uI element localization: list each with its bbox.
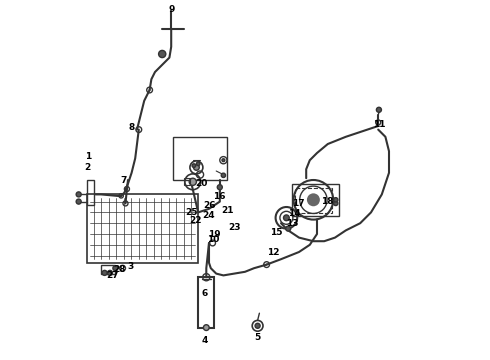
Circle shape	[376, 107, 381, 112]
Bar	[184, 178, 190, 185]
Text: 11: 11	[373, 120, 386, 129]
Circle shape	[189, 178, 196, 185]
Circle shape	[196, 162, 200, 166]
Text: 23: 23	[229, 223, 241, 232]
Text: 7: 7	[121, 176, 127, 185]
Bar	[294, 188, 333, 213]
Text: 5: 5	[254, 333, 261, 342]
Circle shape	[307, 193, 320, 206]
Text: 10: 10	[207, 235, 220, 244]
Text: 6: 6	[201, 289, 208, 298]
Text: 17: 17	[292, 199, 305, 208]
Circle shape	[217, 185, 222, 190]
Circle shape	[107, 270, 113, 275]
Circle shape	[334, 198, 338, 202]
Circle shape	[76, 199, 81, 204]
Circle shape	[334, 201, 338, 206]
Circle shape	[284, 215, 289, 221]
Text: 1: 1	[85, 152, 91, 161]
Text: 12: 12	[267, 248, 279, 257]
Circle shape	[222, 159, 225, 162]
Text: 20: 20	[195, 179, 207, 188]
Circle shape	[286, 226, 291, 231]
Bar	[292, 184, 339, 216]
Text: 24: 24	[202, 211, 215, 220]
Text: 15: 15	[270, 228, 283, 237]
Text: 19: 19	[208, 230, 220, 239]
Circle shape	[159, 50, 166, 58]
Circle shape	[113, 266, 118, 271]
Circle shape	[203, 325, 209, 330]
Bar	[87, 194, 198, 263]
Circle shape	[76, 192, 81, 197]
Text: 13: 13	[286, 220, 298, 229]
Bar	[101, 265, 116, 274]
Text: 18: 18	[321, 197, 333, 206]
Text: 9: 9	[168, 5, 174, 14]
Text: 16: 16	[213, 192, 225, 201]
Bar	[198, 277, 215, 328]
Text: 3: 3	[127, 262, 134, 271]
Text: 22: 22	[189, 216, 201, 225]
Circle shape	[221, 173, 225, 177]
Circle shape	[192, 164, 196, 167]
Text: 28: 28	[114, 265, 126, 274]
Text: 21: 21	[221, 206, 234, 215]
Text: 25: 25	[186, 208, 198, 217]
Bar	[173, 137, 227, 180]
Text: 26: 26	[203, 202, 216, 210]
Text: 2: 2	[85, 163, 91, 172]
Text: 4: 4	[201, 336, 208, 345]
Circle shape	[255, 323, 260, 328]
Text: 14: 14	[289, 209, 301, 217]
Text: 27: 27	[106, 271, 119, 280]
Circle shape	[102, 270, 107, 275]
Text: 8: 8	[128, 123, 135, 132]
Bar	[87, 180, 94, 205]
Circle shape	[194, 165, 199, 170]
